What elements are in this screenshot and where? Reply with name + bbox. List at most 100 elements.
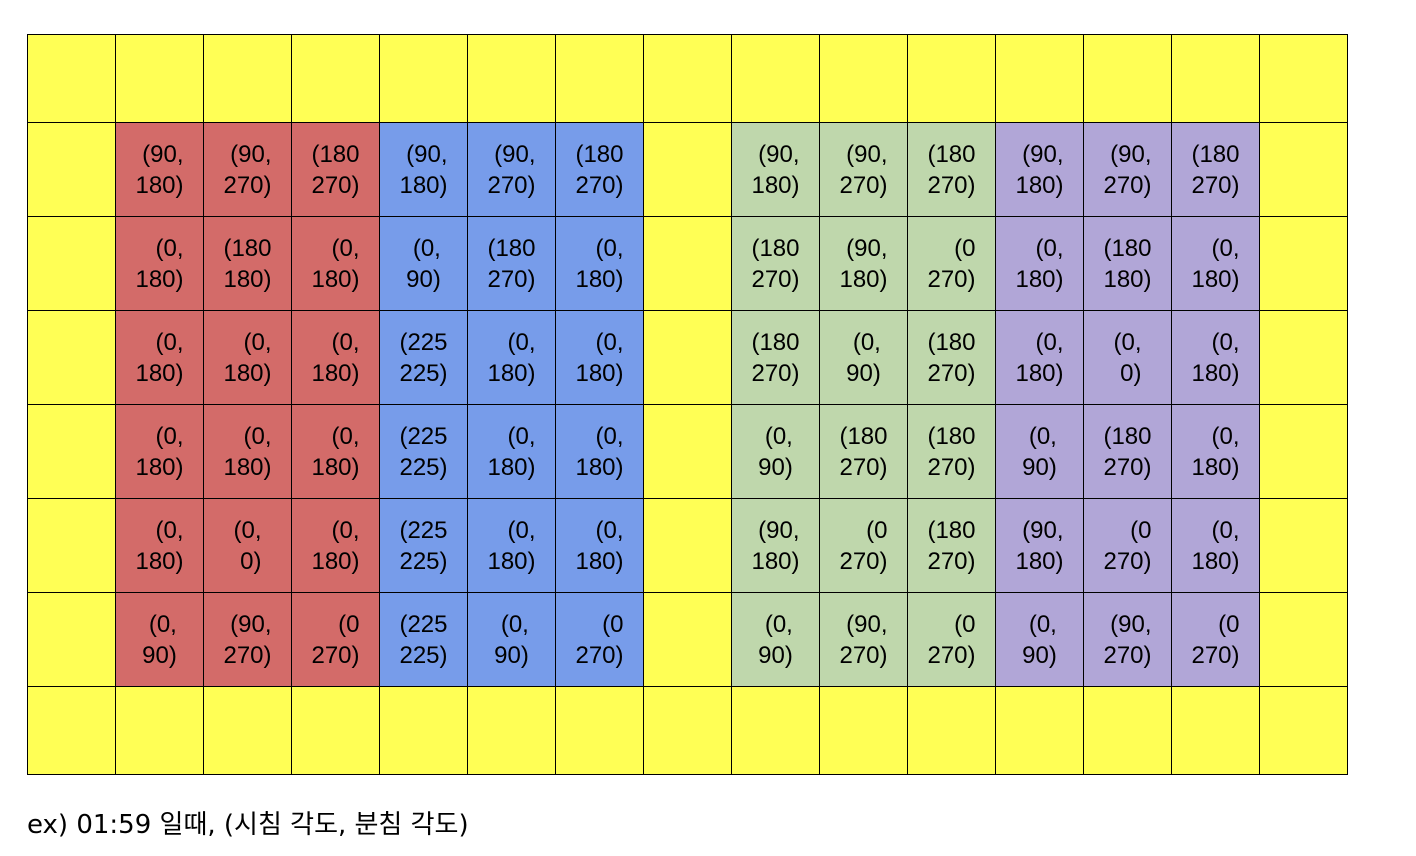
grid-row <box>27 686 1348 775</box>
angle-pair-label: (0, 90) <box>142 610 177 669</box>
grid-cell <box>1259 216 1348 311</box>
grid-cell <box>115 686 204 775</box>
angle-pair-label: (0 270) <box>927 234 976 293</box>
angle-pair-label: (0, 90) <box>758 610 793 669</box>
grid-cell: (0, 0) <box>203 498 292 593</box>
grid-cell <box>27 216 116 311</box>
angle-pair-label: (90, 270) <box>1103 610 1152 669</box>
angle-pair-label: (0, 180) <box>311 234 360 293</box>
grid-cell <box>291 686 380 775</box>
grid-cell <box>555 686 644 775</box>
angle-pair-label: (0, 180) <box>1191 328 1240 387</box>
grid-cell: (180 270) <box>555 122 644 217</box>
angle-pair-label: (90, 180) <box>399 140 448 199</box>
grid-cell: (0, 180) <box>1171 216 1260 311</box>
grid-cell: (0, 180) <box>467 310 556 405</box>
grid-cell <box>1259 686 1348 775</box>
angle-pair-label: (0, 180) <box>1191 516 1240 575</box>
grid-cell: (0, 90) <box>731 592 820 687</box>
grid-cell: (180 180) <box>1083 216 1172 311</box>
angle-pair-label: (0, 180) <box>223 328 272 387</box>
angle-pair-label: (0, 180) <box>223 422 272 481</box>
angle-pair-label: (90, 180) <box>1015 140 1064 199</box>
grid-cell: (0 270) <box>1083 498 1172 593</box>
grid-cell: (0, 180) <box>555 498 644 593</box>
angle-pair-label: (0, 180) <box>575 516 624 575</box>
grid-cell: (180 270) <box>907 404 996 499</box>
grid-cell: (0, 180) <box>291 498 380 593</box>
grid-cell: (180 270) <box>1171 122 1260 217</box>
angle-pair-label: (0 270) <box>1191 610 1240 669</box>
grid-cell: (0, 180) <box>115 498 204 593</box>
grid-cell: (0, 180) <box>995 216 1084 311</box>
angle-pair-label: (225 225) <box>399 328 448 387</box>
angle-pair-label: (180 270) <box>927 328 976 387</box>
grid-cell: (0 270) <box>907 216 996 311</box>
grid-cell: (0, 180) <box>467 404 556 499</box>
grid-cell: (90, 270) <box>203 592 292 687</box>
grid-cell <box>1259 122 1348 217</box>
grid-cell: (180 270) <box>907 498 996 593</box>
angle-pair-label: (180 270) <box>927 140 976 199</box>
angle-pair-label: (0, 180) <box>311 516 360 575</box>
angle-pair-label: (90, 180) <box>1015 516 1064 575</box>
grid-cell: (90, 180) <box>995 498 1084 593</box>
angle-pair-label: (0, 90) <box>1022 610 1057 669</box>
grid-cell <box>643 404 732 499</box>
grid-cell <box>1083 34 1172 123</box>
angle-pair-label: (90, 180) <box>751 140 800 199</box>
grid-cell <box>731 686 820 775</box>
grid-cell: (0, 180) <box>1171 310 1260 405</box>
angle-pair-label: (90, 180) <box>135 140 184 199</box>
angle-pair-label: (0, 180) <box>575 234 624 293</box>
grid-cell: (225 225) <box>379 404 468 499</box>
grid-row: (90, 180) (90, 270) (180 270) (90, 180) (90,… <box>27 122 1348 217</box>
angle-pair-label: (0, 90) <box>758 422 793 481</box>
grid-cell <box>643 122 732 217</box>
grid-cell <box>907 686 996 775</box>
grid-cell: (0, 180) <box>291 216 380 311</box>
angle-pair-label: (0, 180) <box>135 422 184 481</box>
grid-cell <box>643 686 732 775</box>
angle-pair-label: (90, 270) <box>487 140 536 199</box>
angle-pair-label: (180 270) <box>751 328 800 387</box>
grid-cell <box>27 592 116 687</box>
grid-cell <box>555 34 644 123</box>
grid-cell: (0, 180) <box>1171 404 1260 499</box>
grid-cell: (0, 180) <box>555 404 644 499</box>
angle-pair-label: (0, 90) <box>494 610 529 669</box>
angle-pair-label: (0, 180) <box>575 328 624 387</box>
angle-pair-label: (225 225) <box>399 422 448 481</box>
angle-pair-label: (90, 270) <box>1103 140 1152 199</box>
grid-cell <box>995 686 1084 775</box>
grid-cell <box>643 592 732 687</box>
grid-cell: (0, 90) <box>115 592 204 687</box>
grid-cell: (180 270) <box>731 310 820 405</box>
angle-pair-label: (0, 180) <box>487 422 536 481</box>
grid-cell: (180 270) <box>1083 404 1172 499</box>
grid-cell: (225 225) <box>379 498 468 593</box>
angle-pair-label: (180 180) <box>223 234 272 293</box>
grid-cell: (225 225) <box>379 592 468 687</box>
grid-cell <box>1259 592 1348 687</box>
angle-pair-label: (90, 270) <box>223 610 272 669</box>
angle-pair-label: (0, 180) <box>135 234 184 293</box>
grid-cell: (0 270) <box>1171 592 1260 687</box>
grid-cell <box>291 34 380 123</box>
grid-cell: (225 225) <box>379 310 468 405</box>
grid-cell: (90, 270) <box>467 122 556 217</box>
angle-pair-label: (0, 180) <box>1015 328 1064 387</box>
grid-cell: (0 270) <box>819 498 908 593</box>
grid-cell: (90, 180) <box>379 122 468 217</box>
grid-cell <box>115 34 204 123</box>
grid-cell: (90, 180) <box>995 122 1084 217</box>
angle-pair-label: (0, 180) <box>487 328 536 387</box>
angle-pair-label: (0 270) <box>575 610 624 669</box>
grid-cell: (90, 270) <box>1083 122 1172 217</box>
grid-cell: (0, 180) <box>115 216 204 311</box>
grid-row: (0, 180) (0, 180) (0, 180) (225 225) (0, 180… <box>27 310 1348 405</box>
grid-cell: (0, 90) <box>467 592 556 687</box>
grid-cell <box>27 498 116 593</box>
angle-pair-label: (180 270) <box>751 234 800 293</box>
grid-cell: (0 270) <box>555 592 644 687</box>
